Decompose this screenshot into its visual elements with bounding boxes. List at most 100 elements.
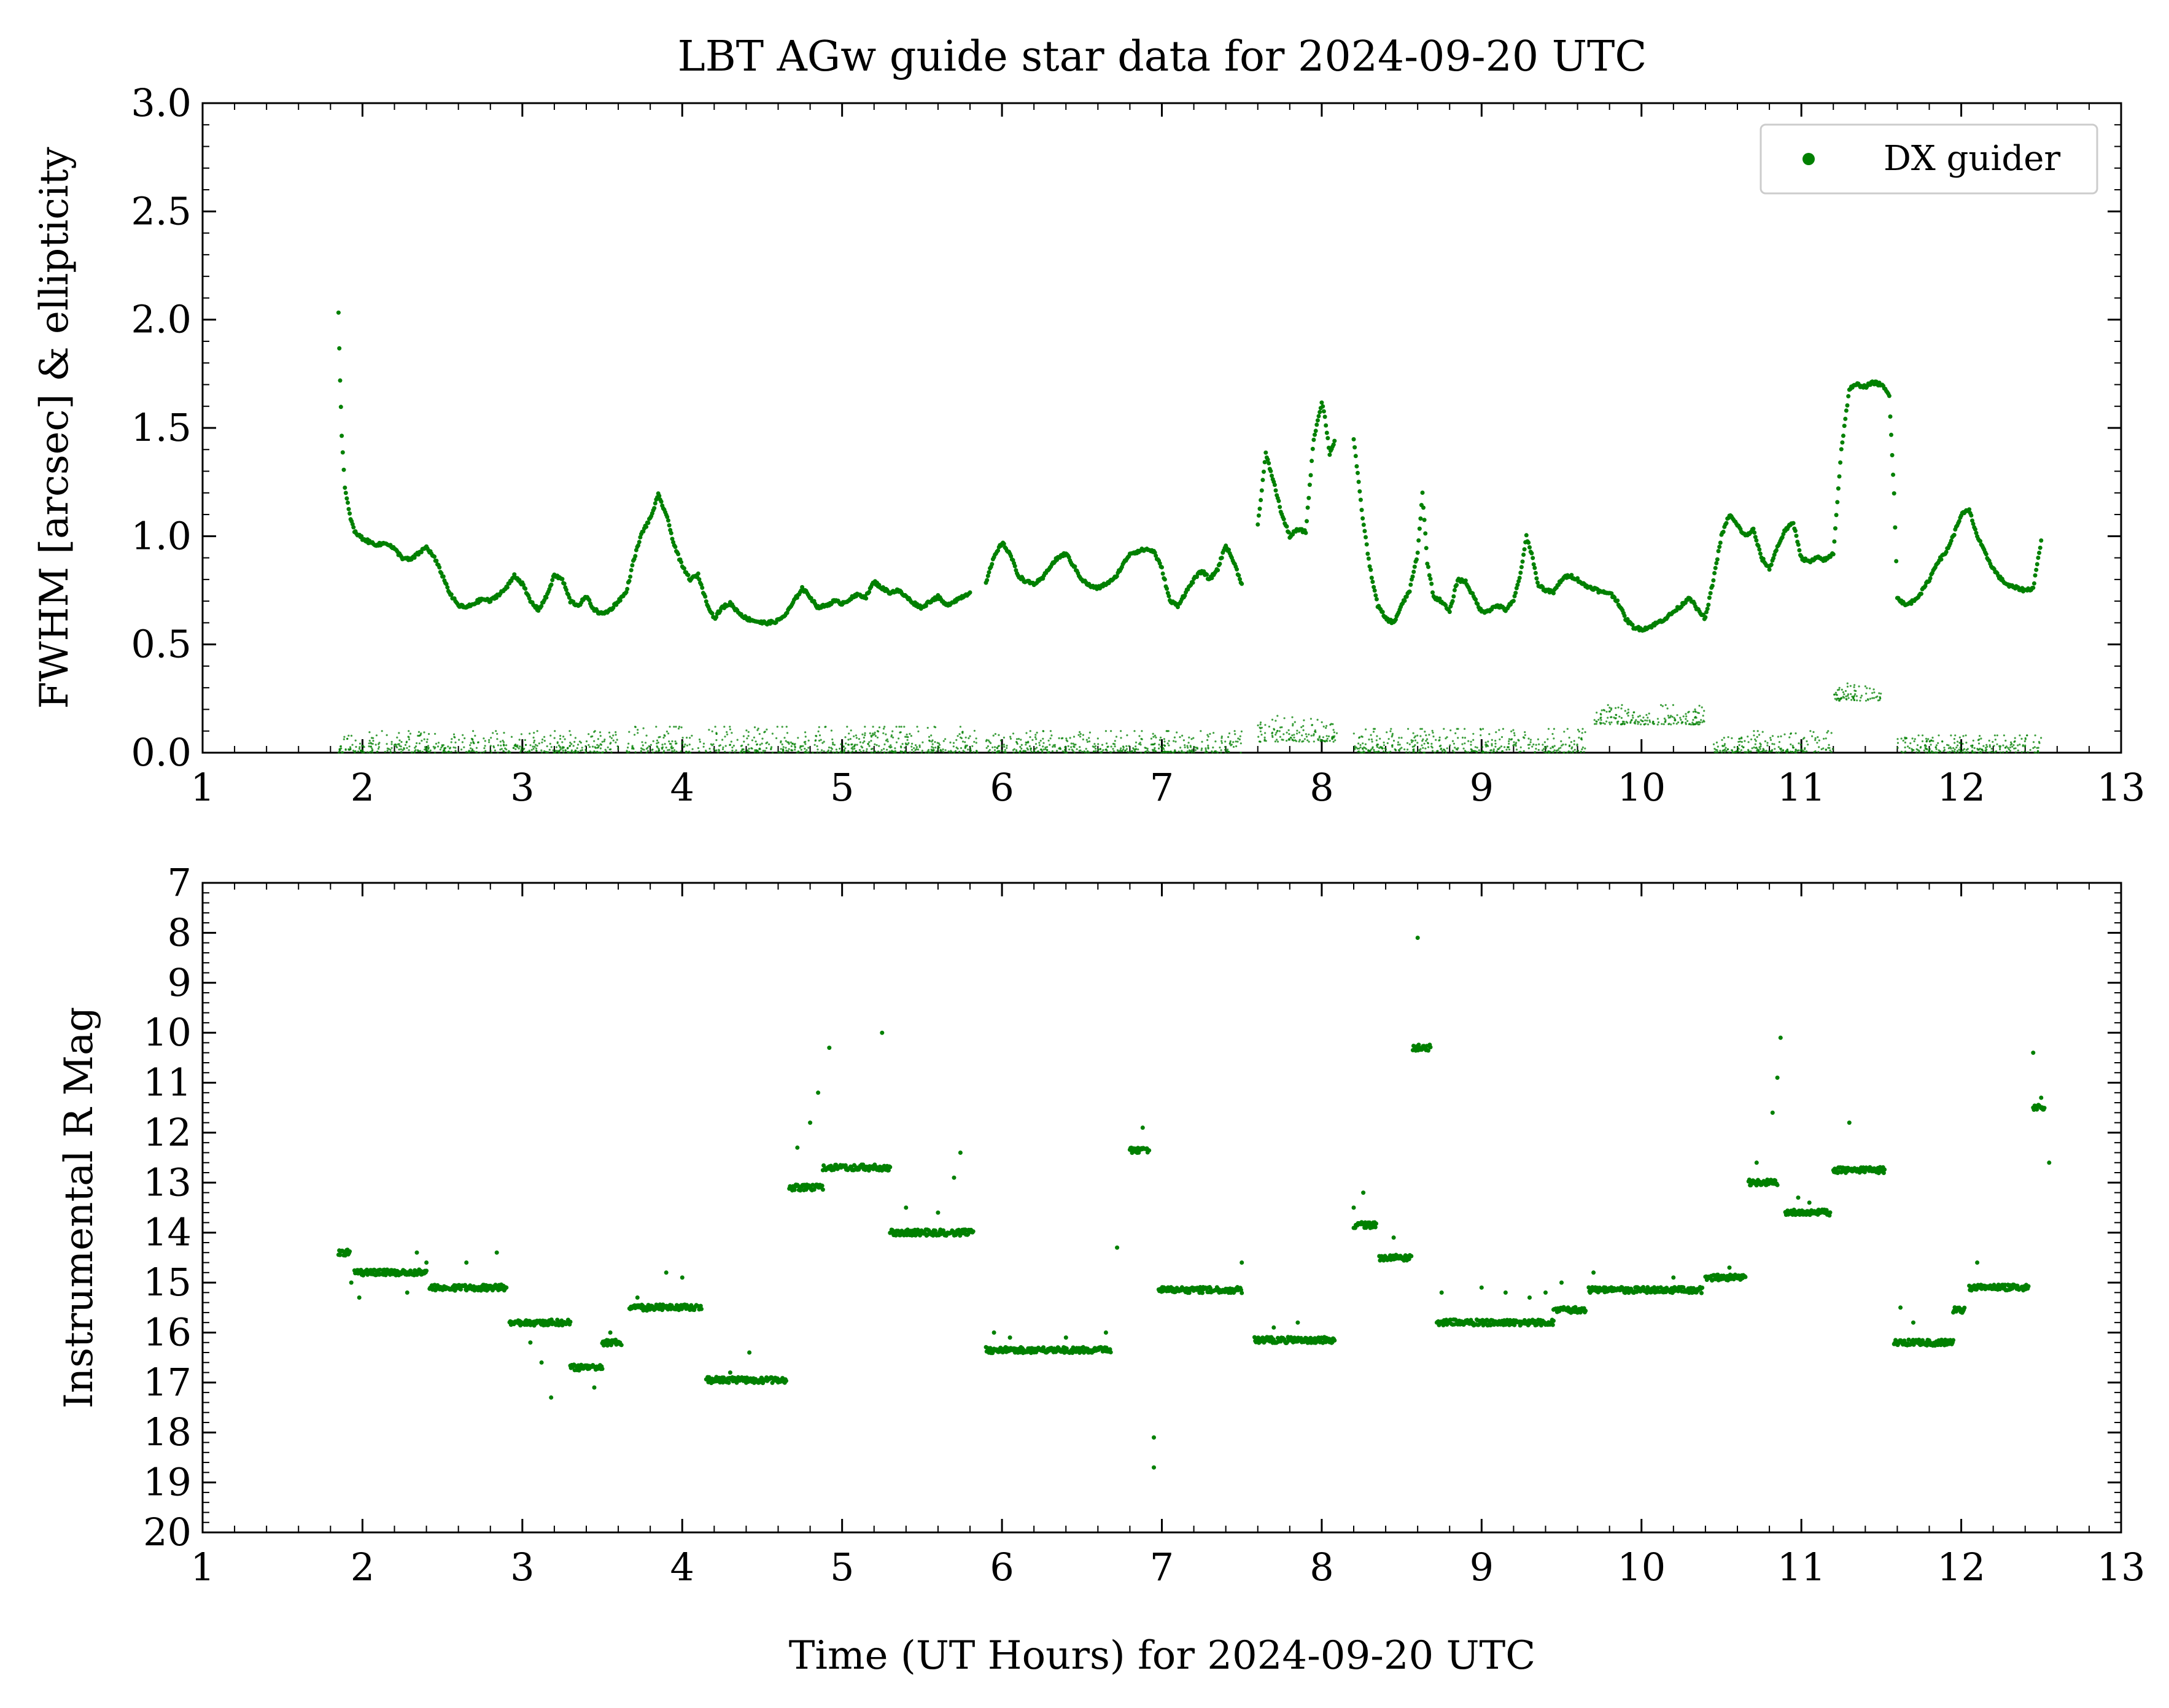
ellipticity-point (1163, 740, 1165, 742)
ellipticity-point (1121, 751, 1123, 753)
ellipticity-point (772, 751, 774, 753)
ellipticity-point (1641, 720, 1643, 722)
ellipticity-point (2033, 741, 2035, 743)
ellipticity-point (1985, 744, 1987, 746)
ellipticity-point (1292, 739, 1294, 741)
ellipticity-point (1581, 732, 1583, 734)
ellipticity-point (553, 750, 554, 751)
fwhm-point (1426, 565, 1430, 569)
ellipticity-point (1572, 751, 1573, 753)
ellipticity-point (1375, 751, 1377, 753)
ellipticity-point (1950, 748, 1952, 750)
ellipticity-point (1435, 739, 1437, 741)
ellipticity-point (1811, 736, 1813, 737)
fwhm-point (652, 506, 656, 510)
ellipticity-point (454, 737, 456, 739)
ellipticity-point (883, 751, 885, 753)
ellipticity-point (1220, 740, 1222, 742)
ellipticity-point (418, 731, 420, 733)
fwhm-point (1073, 564, 1077, 569)
ellipticity-point (1727, 748, 1729, 750)
ellipticity-point (2013, 741, 2015, 743)
fwhm-point (1257, 513, 1261, 518)
ellipticity-point (1035, 738, 1037, 740)
fwhm-point (676, 552, 680, 556)
ellipticity-point (1693, 723, 1694, 725)
ellipticity-point (1220, 749, 1222, 751)
ellipticity-point (1941, 740, 1943, 742)
ellipticity-point (533, 748, 535, 750)
ellipticity-point (1792, 745, 1794, 747)
ellipticity-point (783, 737, 785, 739)
ellipticity-point (1934, 751, 1936, 753)
ellipticity-point (1928, 751, 1930, 753)
ellipticity-point (378, 743, 379, 745)
ellipticity-point (559, 738, 561, 740)
fwhm-point (441, 575, 446, 579)
ellipticity-point (814, 744, 816, 746)
ellipticity-point (953, 751, 955, 753)
ellipticity-point (1927, 738, 1929, 740)
ellipticity-point (921, 751, 923, 753)
ellipticity-point (1110, 751, 1112, 753)
fwhm-point (1408, 583, 1413, 587)
ellipticity-point (524, 751, 526, 753)
ellipticity-point (1546, 745, 1548, 747)
bottom-x-tick-label: 5 (830, 1545, 854, 1590)
ellipticity-point (368, 742, 370, 744)
ellipticity-point (1422, 747, 1424, 749)
ellipticity-point (2015, 747, 2017, 749)
ellipticity-point (913, 751, 915, 753)
ellipticity-point (1181, 735, 1183, 737)
ellipticity-point (1494, 746, 1496, 748)
ellipticity-point (1924, 745, 1926, 747)
bottom-x-tick-label: 11 (1777, 1545, 1826, 1590)
fwhm-point (1356, 471, 1360, 475)
fwhm-point (1282, 517, 1286, 521)
ellipticity-point (872, 726, 874, 728)
ellipticity-point (1556, 750, 1558, 751)
ellipticity-point (1368, 739, 1370, 740)
ellipticity-point (1853, 686, 1855, 688)
ellipticity-point (1791, 751, 1793, 753)
fwhm-point (1235, 567, 1239, 572)
ellipticity-point (1042, 730, 1044, 732)
ellipticity-point (672, 747, 674, 749)
ellipticity-point (892, 737, 894, 739)
ellipticity-point (748, 731, 750, 733)
ellipticity-point (817, 751, 818, 753)
ellipticity-point (1554, 750, 1556, 751)
ellipticity-point (1275, 720, 1276, 721)
ellipticity-point (1986, 746, 1988, 748)
ellipticity-point (1095, 745, 1096, 747)
ellipticity-point (1093, 743, 1095, 745)
ellipticity-point (493, 747, 495, 748)
ellipticity-point (428, 747, 430, 748)
fwhm-point (1944, 550, 1949, 554)
ellipticity-point (994, 746, 996, 748)
ellipticity-point (600, 744, 602, 746)
ellipticity-point (949, 742, 951, 743)
fwhm-point (1191, 581, 1195, 585)
ellipticity-point (576, 751, 578, 753)
ellipticity-point (998, 745, 1000, 747)
ellipticity-point (584, 745, 586, 747)
fwhm-point (2032, 581, 2036, 586)
ellipticity-point (433, 746, 435, 748)
ellipticity-point (1034, 736, 1036, 738)
fwhm-point (1357, 479, 1361, 484)
ellipticity-point (1397, 741, 1399, 743)
ellipticity-point (1128, 745, 1130, 747)
ellipticity-point (955, 739, 957, 741)
ellipticity-point (1306, 736, 1308, 737)
ellipticity-point (1229, 743, 1231, 745)
ellipticity-point (1290, 737, 1292, 739)
ellipticity-point (391, 741, 393, 743)
ellipticity-point (1239, 739, 1241, 740)
ellipticity-point (1609, 723, 1611, 725)
ellipticity-point (670, 743, 672, 745)
ellipticity-point (2002, 745, 2004, 747)
ellipticity-point (910, 735, 912, 737)
ellipticity-point (1191, 749, 1193, 751)
ellipticity-point (527, 751, 529, 753)
